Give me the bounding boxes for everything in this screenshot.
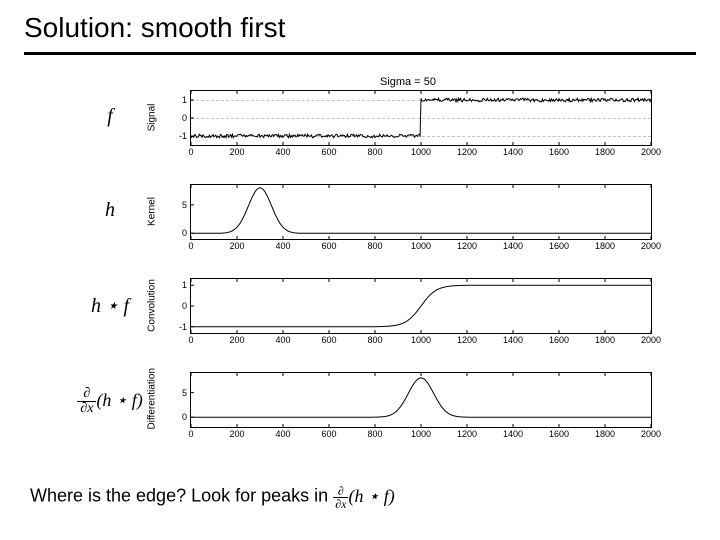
plot-curve-diff: [191, 373, 651, 427]
xtick: 1200: [457, 335, 477, 345]
xtick: 1400: [503, 335, 523, 345]
xtick: 1000: [411, 241, 431, 251]
xtick: 1800: [595, 429, 615, 439]
plot-curve-kernel: [191, 185, 651, 239]
slide-title: Solution: smooth first: [24, 12, 285, 44]
xtick: 1200: [457, 429, 477, 439]
row-label-diff: ∂∂x(h ⋆ f): [40, 387, 180, 416]
plot-box-signal: 0200400600800100012001400160018002000-10…: [190, 90, 652, 146]
row-label-conv: h ⋆ f: [40, 293, 180, 318]
xtick: 1800: [595, 147, 615, 157]
ylabel-signal: Signal: [147, 88, 158, 148]
xtick: 800: [367, 241, 382, 251]
plot-box-conv: 0200400600800100012001400160018002000-10…: [190, 278, 652, 334]
caption: Where is the edge? Look for peaks in ∂ ∂…: [30, 485, 395, 510]
xtick: 2000: [641, 241, 661, 251]
xtick: 0: [188, 147, 193, 157]
caption-formula-paren: (h ⋆ f): [348, 486, 394, 506]
ytick: -1: [179, 131, 187, 141]
ytick: 1: [182, 95, 187, 105]
xtick: 2000: [641, 335, 661, 345]
xtick: 1000: [411, 147, 431, 157]
xtick: 400: [275, 335, 290, 345]
xtick: 1600: [549, 241, 569, 251]
ytick: 0: [182, 301, 187, 311]
xtick: 200: [229, 429, 244, 439]
xtick: 1400: [503, 147, 523, 157]
chart-top-title: Sigma = 50: [380, 76, 436, 88]
xtick: 200: [229, 241, 244, 251]
xtick: 2000: [641, 429, 661, 439]
xtick: 1600: [549, 429, 569, 439]
ytick: 5: [182, 200, 187, 210]
ytick: -1: [179, 322, 187, 332]
xtick: 200: [229, 147, 244, 157]
xtick: 400: [275, 147, 290, 157]
xtick: 1200: [457, 147, 477, 157]
plot-box-diff: 020040060080010001200140016001800200005: [190, 372, 652, 428]
row-label-kernel: h: [40, 199, 180, 222]
xtick: 1400: [503, 429, 523, 439]
xtick: 1200: [457, 241, 477, 251]
xtick: 1600: [549, 147, 569, 157]
ytick: 0: [182, 412, 187, 422]
xtick: 600: [321, 335, 336, 345]
xtick: 400: [275, 241, 290, 251]
xtick: 200: [229, 335, 244, 345]
xtick: 0: [188, 241, 193, 251]
xtick: 800: [367, 147, 382, 157]
title-underline: [24, 52, 696, 55]
ylabel-conv: Convolution: [147, 276, 158, 336]
plot-curve-conv: [191, 279, 651, 333]
xtick: 2000: [641, 147, 661, 157]
xtick: 600: [321, 241, 336, 251]
ytick: 1: [182, 280, 187, 290]
plot-box-kernel: 020040060080010001200140016001800200005: [190, 184, 652, 240]
ytick: 0: [182, 113, 187, 123]
xtick: 1800: [595, 241, 615, 251]
caption-text: Where is the edge? Look for peaks in: [30, 486, 333, 506]
ylabel-diff: Differentiation: [147, 370, 158, 430]
xtick: 600: [321, 429, 336, 439]
row-label-signal: f: [40, 105, 180, 128]
ytick: 0: [182, 228, 187, 238]
xtick: 1600: [549, 335, 569, 345]
frac-den: ∂x: [333, 498, 348, 510]
xtick: 600: [321, 147, 336, 157]
xtick: 0: [188, 335, 193, 345]
caption-frac: ∂ ∂x: [333, 485, 348, 510]
xtick: 1400: [503, 241, 523, 251]
xtick: 1800: [595, 335, 615, 345]
ytick: 5: [182, 388, 187, 398]
plot-curve-signal: [191, 91, 651, 145]
xtick: 0: [188, 429, 193, 439]
ylabel-kernel: Kernel: [147, 182, 158, 242]
xtick: 800: [367, 335, 382, 345]
xtick: 400: [275, 429, 290, 439]
xtick: 1000: [411, 335, 431, 345]
xtick: 800: [367, 429, 382, 439]
xtick: 1000: [411, 429, 431, 439]
